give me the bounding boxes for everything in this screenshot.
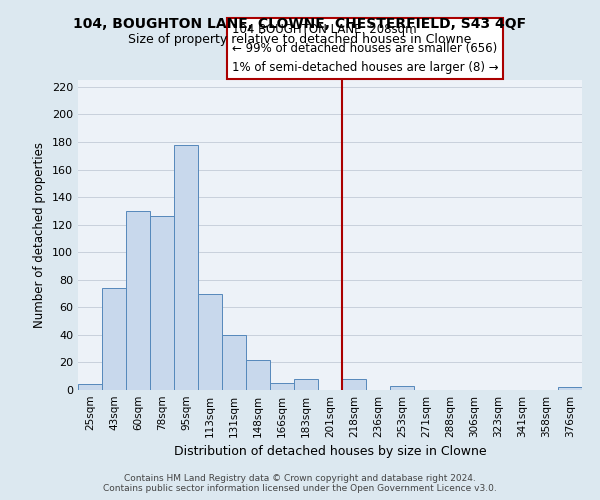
Bar	[78, 384, 102, 390]
Text: Contains HM Land Registry data © Crown copyright and database right 2024.: Contains HM Land Registry data © Crown c…	[124, 474, 476, 483]
Text: Contains public sector information licensed under the Open Government Licence v3: Contains public sector information licen…	[103, 484, 497, 493]
X-axis label: Distribution of detached houses by size in Clowne: Distribution of detached houses by size …	[173, 446, 487, 458]
Bar	[390, 386, 414, 390]
Bar	[342, 379, 366, 390]
Bar	[246, 360, 270, 390]
Bar	[222, 335, 246, 390]
Bar	[102, 288, 126, 390]
Bar	[126, 211, 150, 390]
Text: 104 BOUGHTON LANE: 208sqm
← 99% of detached houses are smaller (656)
1% of semi-: 104 BOUGHTON LANE: 208sqm ← 99% of detac…	[232, 23, 499, 74]
Bar	[174, 145, 198, 390]
Bar	[558, 387, 582, 390]
Y-axis label: Number of detached properties: Number of detached properties	[34, 142, 46, 328]
Bar	[270, 383, 294, 390]
Bar	[294, 379, 318, 390]
Bar	[198, 294, 222, 390]
Text: Size of property relative to detached houses in Clowne: Size of property relative to detached ho…	[128, 32, 472, 46]
Bar	[150, 216, 174, 390]
Text: 104, BOUGHTON LANE, CLOWNE, CHESTERFIELD, S43 4QF: 104, BOUGHTON LANE, CLOWNE, CHESTERFIELD…	[73, 18, 527, 32]
